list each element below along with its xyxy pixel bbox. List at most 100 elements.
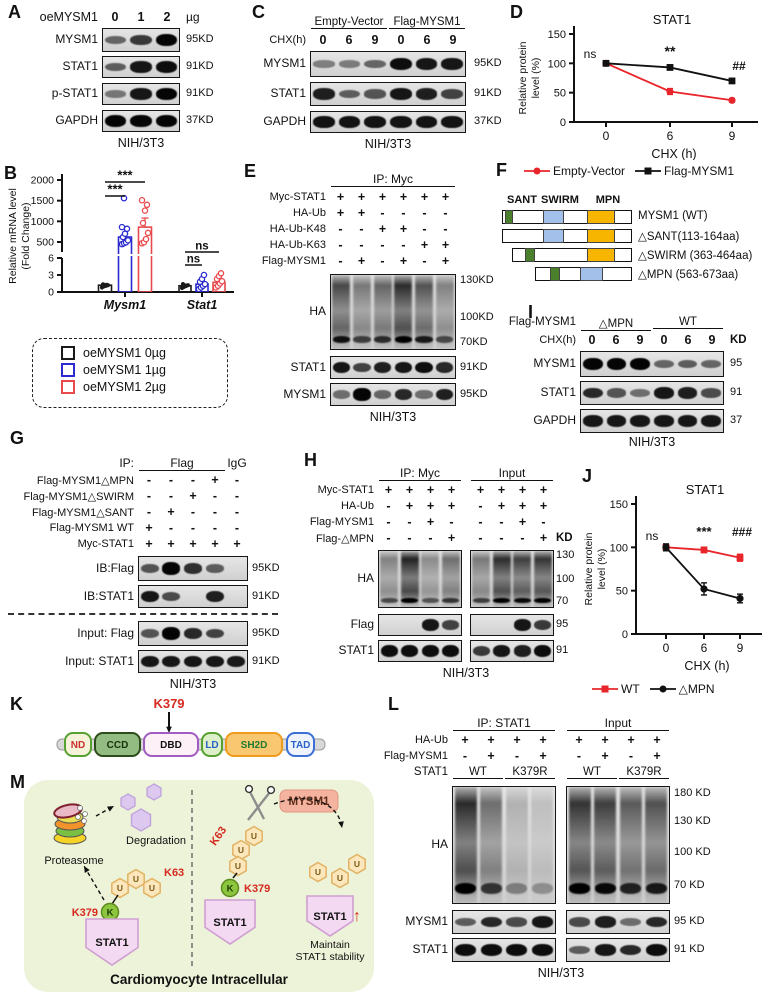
cell-line-label: NIH/3T3 <box>442 666 490 680</box>
condition-symbol: + <box>518 483 527 497</box>
condition-symbol: - <box>478 515 483 529</box>
blot-lane <box>182 586 204 607</box>
kd-marker: 95 KD <box>674 915 705 927</box>
blot-band <box>162 655 181 668</box>
panel-label-h: H <box>304 450 318 470</box>
smear <box>441 551 460 607</box>
blot-lane <box>676 410 700 432</box>
blot-band <box>582 387 603 399</box>
condition-symbol: - <box>462 749 468 763</box>
blot-band <box>313 88 335 100</box>
blot-label: Input: STAT1 <box>65 653 134 668</box>
blot-box <box>310 82 466 106</box>
panel-b-mrna-chart: 500 1000 1500 2000 0 3 6 Relative mRNA level (Fo… <box>6 166 238 458</box>
blot-band <box>401 645 419 657</box>
blot-lane <box>400 641 421 661</box>
blot-lane <box>388 83 414 105</box>
condition-label: Flag-MYSM1 <box>383 750 448 762</box>
group-header: Input <box>567 716 669 731</box>
blot-lane <box>204 651 226 672</box>
cleavage-arrow <box>273 797 343 827</box>
smear-band <box>394 336 413 344</box>
blot-lane <box>434 275 455 349</box>
blot-label: MYSM1 <box>263 56 306 70</box>
blot-band <box>534 619 552 631</box>
legend-label: oeMYSM1 2µg <box>83 380 166 394</box>
blot-band <box>569 945 591 955</box>
blot-lane <box>512 615 533 635</box>
condition-symbol: - <box>576 749 582 763</box>
ubiquitin-hexagon <box>245 825 263 847</box>
condition-symbol: + <box>487 733 495 747</box>
blot-label: Input: Flag <box>77 625 134 640</box>
condition-symbol: + <box>461 733 469 747</box>
blot-band <box>374 361 392 374</box>
condition-symbol: 9 <box>371 33 379 47</box>
blot-band <box>531 916 553 928</box>
kd-marker: 100 KD <box>674 846 711 859</box>
rect <box>644 167 652 175</box>
blot-band <box>421 645 439 657</box>
data-point <box>139 219 147 227</box>
smear-band <box>401 597 419 603</box>
dose-header-label: oeMYSM1 <box>39 10 98 24</box>
condition-symbol: - <box>478 499 483 513</box>
condition-symbol: - <box>338 238 343 252</box>
domain-swirm <box>580 267 603 281</box>
blot-band <box>653 387 674 399</box>
legend-label: △MPN <box>678 682 715 696</box>
blot-lane <box>504 911 530 933</box>
data-point <box>662 543 670 551</box>
blot-band <box>645 916 667 928</box>
y-tick: 150 <box>610 499 628 511</box>
y-tick: 50 <box>616 586 628 598</box>
blot-box <box>452 786 556 904</box>
blot-band <box>332 390 351 399</box>
blot-lane <box>331 275 352 349</box>
y-axis-label: level (%) <box>530 58 542 99</box>
panel-label-e: E <box>244 161 257 181</box>
condition-label: Flag-MYSM1 <box>309 516 374 528</box>
blot-band <box>493 645 511 657</box>
condition-symbol: + <box>405 499 414 513</box>
condition-symbol: - <box>190 473 196 487</box>
condition-symbol: + <box>378 190 387 204</box>
condition-symbol: - <box>443 222 448 236</box>
data-point <box>118 223 126 231</box>
bar <box>117 256 133 292</box>
condition-symbol: - <box>422 222 427 236</box>
condition-symbol: - <box>146 505 152 519</box>
k63-label: K63 <box>164 867 184 879</box>
blot-band <box>506 917 528 927</box>
condition-symbol: - <box>190 521 196 535</box>
blot-lane <box>492 551 513 607</box>
blot-lane <box>225 586 247 607</box>
mechanism-svg: ProteasomeDegradationUUUK63KK379STAT1MYS… <box>24 780 374 992</box>
y-tick: 500 <box>36 237 54 249</box>
panel-l-ip-blot: IP: STAT1 Input HA-Ub + + + + + + + + Flag-MYSM1 - + -… <box>384 696 768 1006</box>
blot-lane <box>352 384 373 405</box>
sig-annotation: *** <box>107 182 123 197</box>
condition-symbol: - <box>212 489 218 503</box>
condition-label: HA-Ub <box>340 500 374 512</box>
condition-symbol: - <box>443 206 448 220</box>
blot-band <box>390 58 412 70</box>
smear-band <box>645 883 667 894</box>
condition-symbol: - <box>234 505 240 519</box>
data-point <box>700 546 708 554</box>
rect <box>601 685 609 693</box>
bar <box>137 256 153 292</box>
condition-symbol: + <box>211 537 219 551</box>
blot-lane <box>492 641 513 661</box>
stat1-label: STAT1 <box>95 937 128 949</box>
blot-lane <box>530 911 556 933</box>
blot-box <box>330 356 456 379</box>
k379-label: K379 <box>72 907 98 919</box>
condition-label: Flag-MYSM1 WT <box>49 522 134 534</box>
condition-symbol: + <box>575 733 583 747</box>
blot-lane <box>628 410 652 432</box>
smear-band <box>620 883 642 894</box>
kd-marker: 95KD <box>252 626 280 639</box>
blot-lane <box>441 615 462 635</box>
condition-symbol: - <box>212 505 218 519</box>
